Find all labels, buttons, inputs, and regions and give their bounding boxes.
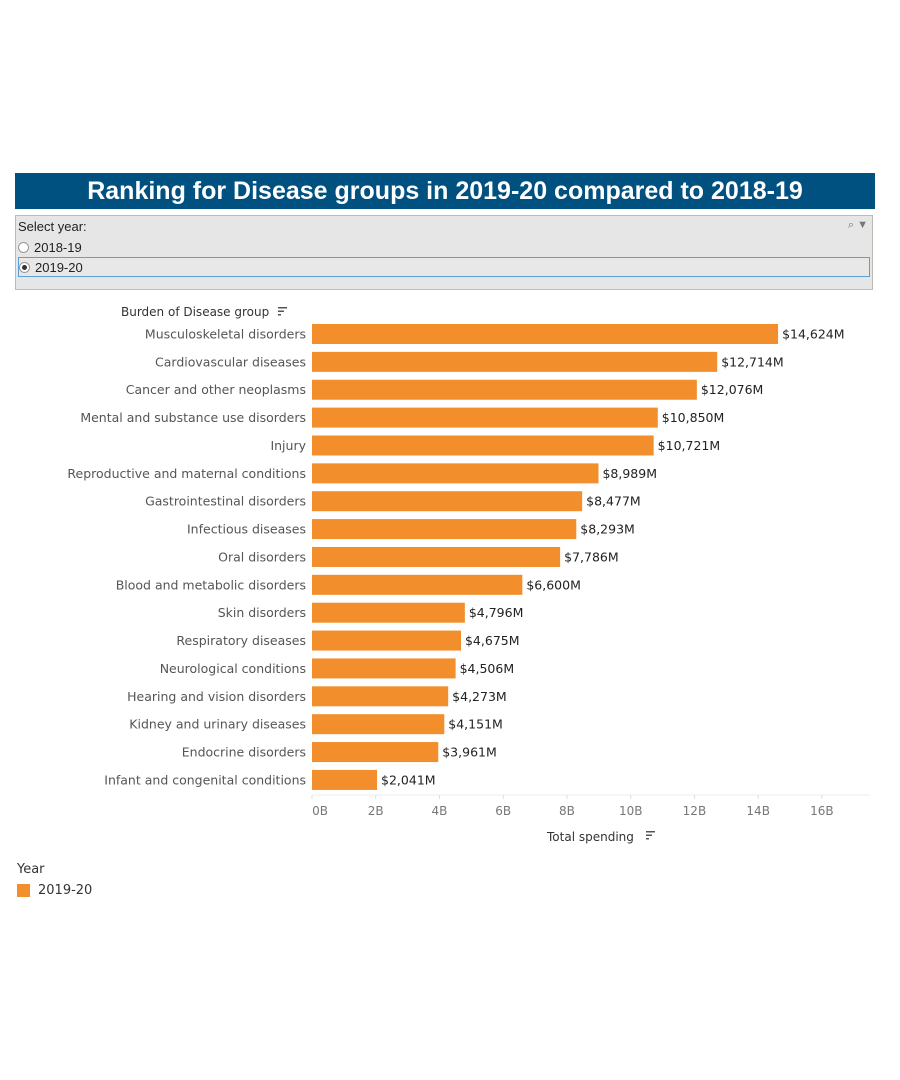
category-label: Infant and congenital conditions bbox=[104, 772, 306, 787]
x-tick-label: 0B bbox=[312, 804, 328, 818]
dropdown-arrow-icon[interactable]: ▼ bbox=[857, 219, 868, 231]
year-filter: Select year: ⌕ ▼ 2018-19 2019-20 bbox=[15, 215, 873, 290]
option-label: 2018-19 bbox=[34, 239, 82, 255]
bar-chart: Burden of Disease group Musculoskeletal … bbox=[67, 305, 870, 844]
data-label: $4,273M bbox=[452, 689, 507, 704]
data-label: $10,850M bbox=[662, 410, 724, 425]
legend-item[interactable]: 2019-20 bbox=[17, 883, 92, 898]
y-axis-title: Burden of Disease group bbox=[121, 305, 269, 319]
x-tick-label: 6B bbox=[495, 804, 511, 818]
sort-icon[interactable] bbox=[278, 307, 287, 316]
legend-label: 2019-20 bbox=[38, 883, 93, 898]
bar[interactable] bbox=[312, 435, 654, 456]
category-label: Respiratory diseases bbox=[176, 633, 306, 648]
data-label: $8,989M bbox=[602, 466, 657, 481]
category-label: Injury bbox=[270, 438, 306, 453]
bar[interactable] bbox=[312, 630, 461, 651]
radio-button[interactable] bbox=[19, 261, 30, 273]
category-label: Gastrointestinal disorders bbox=[145, 494, 306, 509]
legend: Year 2019-20 bbox=[17, 862, 92, 898]
category-label: Oral disorders bbox=[218, 549, 306, 564]
x-tick-label: 4B bbox=[432, 804, 448, 818]
x-axis-title: Total spending bbox=[546, 830, 634, 844]
legend-title: Year bbox=[17, 862, 45, 877]
category-label: Musculoskeletal disorders bbox=[145, 327, 306, 342]
filter-label: Select year: bbox=[18, 219, 87, 234]
category-label: Hearing and vision disorders bbox=[127, 689, 306, 704]
radio-option-2019-20[interactable]: 2019-20 bbox=[18, 257, 870, 277]
bar[interactable] bbox=[312, 324, 779, 344]
dashboard-title: Ranking for Disease groups in 2019-20 co… bbox=[15, 173, 875, 209]
bar[interactable] bbox=[312, 407, 658, 428]
x-tick-label: 12B bbox=[683, 804, 707, 818]
data-label: $4,506M bbox=[460, 661, 515, 676]
category-label: Endocrine disorders bbox=[182, 745, 306, 760]
bar[interactable] bbox=[312, 742, 439, 763]
sort-icon[interactable] bbox=[646, 831, 655, 840]
legend-swatch bbox=[17, 884, 30, 897]
bar[interactable] bbox=[312, 602, 465, 623]
category-label: Cardiovascular diseases bbox=[155, 354, 306, 369]
data-label: $4,151M bbox=[448, 717, 503, 732]
bar[interactable] bbox=[312, 574, 523, 595]
data-label: $7,786M bbox=[564, 549, 619, 564]
bar[interactable] bbox=[312, 686, 449, 707]
data-label: $14,624M bbox=[782, 327, 844, 342]
x-tick-label: 10B bbox=[619, 804, 643, 818]
bar[interactable] bbox=[312, 351, 718, 372]
data-label: $12,076M bbox=[701, 382, 763, 397]
filter-controls[interactable]: ⌕ ▼ bbox=[848, 219, 868, 232]
bar[interactable] bbox=[312, 519, 577, 540]
category-label: Blood and metabolic disorders bbox=[116, 577, 306, 592]
bar[interactable] bbox=[312, 546, 561, 567]
category-label: Reproductive and maternal conditions bbox=[67, 466, 306, 481]
bar[interactable] bbox=[312, 379, 697, 400]
bar[interactable] bbox=[312, 769, 378, 790]
data-label: $8,477M bbox=[586, 494, 641, 509]
bar[interactable] bbox=[312, 463, 599, 484]
category-label: Cancer and other neoplasms bbox=[126, 382, 306, 397]
option-label: 2019-20 bbox=[35, 259, 83, 275]
category-label: Mental and substance use disorders bbox=[80, 410, 306, 425]
category-label: Skin disorders bbox=[218, 605, 306, 620]
x-tick-label: 8B bbox=[559, 804, 575, 818]
bar[interactable] bbox=[312, 714, 445, 735]
data-label: $4,796M bbox=[469, 605, 524, 620]
data-label: $12,714M bbox=[721, 354, 783, 369]
radio-option-2018-19[interactable]: 2018-19 bbox=[18, 238, 82, 256]
radio-button[interactable] bbox=[18, 241, 29, 253]
data-label: $2,041M bbox=[381, 772, 436, 787]
bar[interactable] bbox=[312, 658, 456, 679]
category-label: Kidney and urinary diseases bbox=[129, 717, 306, 732]
data-label: $3,961M bbox=[442, 745, 497, 760]
x-tick-label: 2B bbox=[368, 804, 384, 818]
bar[interactable] bbox=[312, 491, 583, 512]
search-icon[interactable]: ⌕ bbox=[847, 219, 855, 231]
data-label: $10,721M bbox=[658, 438, 720, 453]
category-label: Infectious diseases bbox=[187, 522, 306, 537]
category-label: Neurological conditions bbox=[160, 661, 306, 676]
x-tick-label: 16B bbox=[810, 804, 834, 818]
data-label: $4,675M bbox=[465, 633, 520, 648]
data-label: $6,600M bbox=[526, 577, 581, 592]
data-label: $8,293M bbox=[580, 522, 635, 537]
x-tick-label: 14B bbox=[746, 804, 770, 818]
